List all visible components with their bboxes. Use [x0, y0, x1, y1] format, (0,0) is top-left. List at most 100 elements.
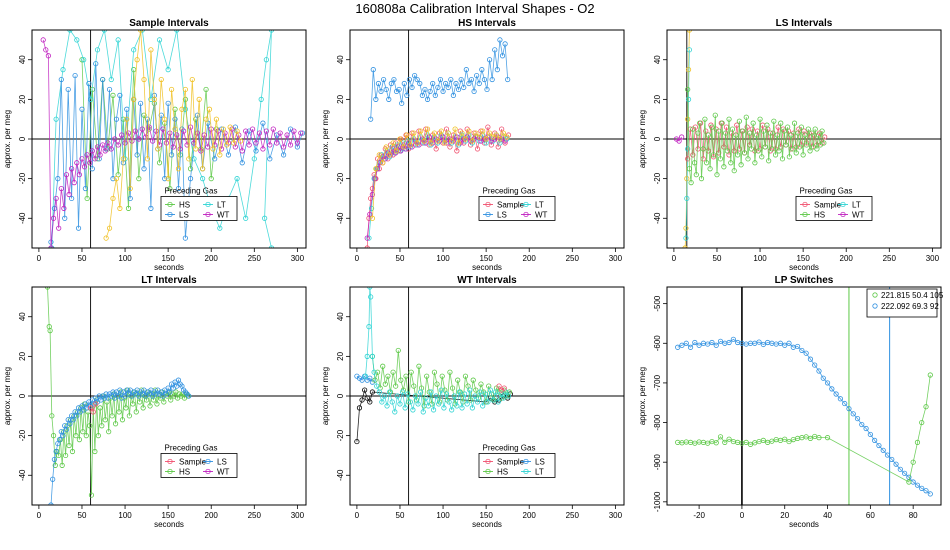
series-lt: [49, 30, 275, 248]
data-point: [186, 156, 192, 162]
data-point: [501, 385, 507, 391]
data-point: [74, 160, 80, 166]
data-point: [58, 76, 64, 83]
data-point: [65, 86, 71, 93]
x-tick-label: 300: [291, 511, 305, 520]
panel-title: LT Intervals: [141, 275, 197, 286]
data-point: [79, 156, 85, 162]
series-ls: [48, 377, 192, 505]
data-point: [416, 128, 422, 134]
data-point: [150, 138, 156, 144]
data-point: [500, 395, 506, 401]
data-point: [760, 341, 766, 348]
data-point: [497, 37, 503, 43]
data-point: [234, 128, 240, 134]
legend-box: [160, 453, 238, 478]
series-line: [51, 30, 272, 248]
data-point: [786, 154, 792, 160]
data-point: [401, 80, 407, 87]
y-axis-label: approx. per meg: [638, 110, 647, 168]
data-point: [146, 124, 152, 130]
data-point: [423, 126, 429, 132]
plot-frame: [349, 286, 625, 506]
data-point: [731, 148, 737, 154]
data-point: [445, 84, 451, 91]
data-point: [76, 436, 82, 443]
data-point: [724, 148, 730, 154]
data-point: [872, 437, 878, 443]
data-point: [837, 396, 843, 402]
data-point: [203, 116, 209, 122]
legend-marker: [802, 201, 808, 208]
x-axis-label: seconds: [154, 263, 184, 272]
data-point: [208, 176, 214, 182]
data-point: [433, 146, 439, 152]
data-point: [396, 86, 402, 93]
data-point: [56, 225, 62, 231]
data-point: [714, 172, 720, 178]
data-point: [274, 140, 280, 146]
data-point: [456, 389, 463, 395]
data-point: [486, 130, 493, 136]
data-point: [445, 130, 451, 136]
data-point: [117, 205, 123, 211]
data-point: [170, 144, 176, 150]
x-tick-label: 300: [926, 254, 940, 263]
data-point: [167, 389, 173, 395]
data-point: [370, 67, 376, 73]
data-point: [182, 96, 188, 102]
data-point: [409, 84, 415, 91]
legend-marker: [205, 211, 211, 218]
legend-marker: [485, 201, 491, 208]
data-point: [726, 436, 732, 442]
data-point: [66, 191, 72, 198]
data-point: [389, 399, 395, 405]
data-point: [676, 138, 682, 144]
series-line: [372, 127, 508, 219]
data-point: [97, 152, 103, 158]
x-tick-label: 20: [780, 511, 789, 520]
x-axis-label: seconds: [789, 263, 819, 272]
plot-frame: [666, 286, 942, 506]
data-point: [450, 92, 456, 99]
x-tick-label: 0: [37, 511, 42, 520]
data-point: [807, 148, 813, 154]
data-point: [755, 148, 761, 154]
data-point: [167, 185, 173, 192]
x-tick-label: 200: [840, 254, 854, 263]
data-point: [722, 130, 729, 136]
data-point: [225, 152, 232, 158]
data-point: [486, 57, 493, 63]
data-point: [84, 195, 90, 202]
data-point: [434, 381, 440, 387]
data-point: [713, 440, 719, 446]
data-point: [386, 96, 392, 102]
legend-entry-label: Sample: [497, 200, 525, 209]
data-point: [889, 456, 895, 463]
data-point: [449, 138, 455, 144]
data-point: [76, 172, 82, 178]
data-point: [156, 160, 163, 166]
data-point: [193, 146, 199, 152]
data-point: [747, 130, 753, 136]
data-point: [449, 385, 456, 391]
data-point: [470, 377, 476, 383]
data-point: [769, 438, 775, 444]
data-point: [709, 339, 715, 346]
data-point: [455, 377, 461, 383]
data-point: [110, 92, 116, 99]
data-point: [294, 144, 300, 150]
data-point: [100, 76, 106, 83]
legend-marker: [840, 211, 846, 218]
data-point: [356, 405, 363, 411]
data-point: [854, 415, 861, 422]
data-point: [106, 225, 113, 231]
data-point: [690, 126, 696, 132]
data-point: [740, 128, 746, 134]
data-point: [280, 144, 287, 150]
x-tick-label: 200: [205, 511, 219, 520]
data-point: [910, 459, 916, 465]
data-point: [876, 442, 882, 449]
data-point: [466, 80, 472, 87]
data-point: [131, 96, 137, 102]
